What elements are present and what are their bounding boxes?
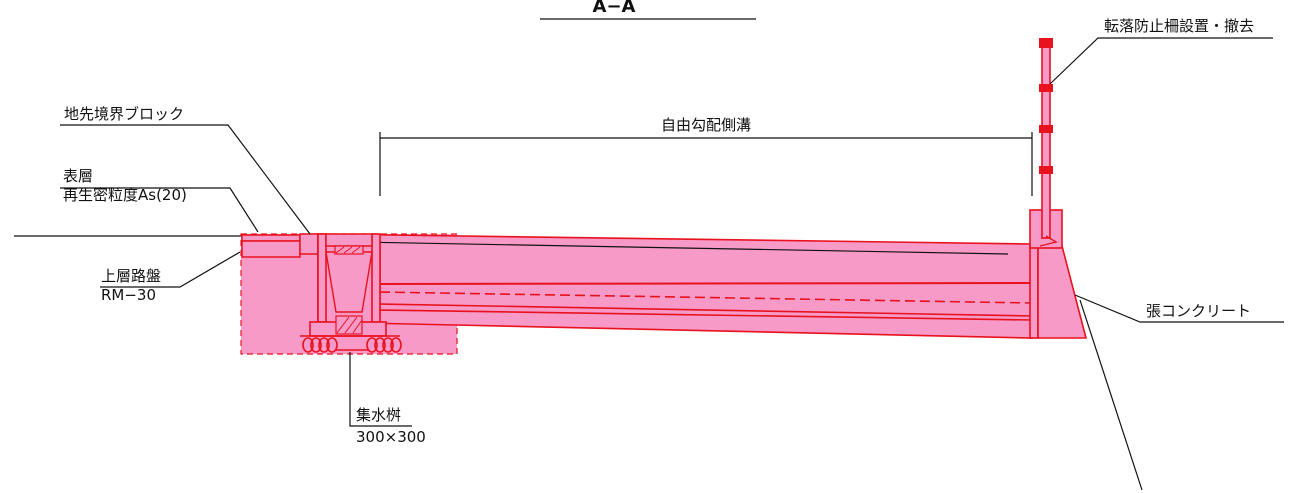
- label-base: 上層路盤: [101, 267, 161, 285]
- gutter-dimension-line: [379, 132, 1033, 196]
- grate-hatch: [334, 245, 364, 255]
- base-layer: [241, 240, 301, 258]
- catch-basin-wall-right: [371, 233, 381, 323]
- label-fence: 転落防止柵設置・撤去: [1104, 17, 1254, 35]
- label-surface: 表層: [63, 167, 93, 185]
- footing-hatch-line: [352, 319, 363, 334]
- label-catch-basin-size: 300×300: [356, 428, 426, 446]
- fence-rail-markers: [1039, 38, 1053, 174]
- surface-layer: [241, 234, 301, 242]
- gutter-bottom-1: [379, 303, 1033, 317]
- catch-basin-wall-left: [317, 233, 327, 323]
- grate-hatch-line: [343, 246, 353, 254]
- gutter-inner-top: [379, 282, 1033, 285]
- section-title: A−A: [593, 0, 636, 17]
- fence-post: [1041, 41, 1051, 239]
- fence-anchor: [1039, 235, 1058, 247]
- label-catch-basin: 集水桝: [356, 406, 401, 424]
- grate-hatch-line: [335, 246, 345, 254]
- grate-hatch-line: [351, 246, 361, 254]
- footing-hatch-line: [344, 316, 358, 334]
- leader-lines: [60, 37, 1284, 491]
- footing-hatch-line: [336, 316, 350, 334]
- label-surface-material: 再生密粒度As(20): [63, 186, 187, 204]
- gutter-right-wall: [1029, 243, 1039, 339]
- gravel-bedding: [302, 337, 402, 353]
- gutter-invert-dashed: [379, 291, 1033, 304]
- lining-concrete: [1037, 245, 1088, 339]
- gutter-bottom-2: [379, 309, 1033, 321]
- boundary-block: [299, 233, 319, 255]
- catch-basin-grate: [325, 233, 373, 247]
- gutter-body: [317, 233, 1033, 339]
- label-base-material: RM−30: [101, 286, 156, 304]
- label-boundary-block: 地先境界ブロック: [64, 105, 184, 123]
- label-gutter: 自由勾配側溝: [661, 116, 751, 134]
- label-lining: 張コンクリート: [1146, 302, 1251, 320]
- cover-line: [357, 241, 1009, 255]
